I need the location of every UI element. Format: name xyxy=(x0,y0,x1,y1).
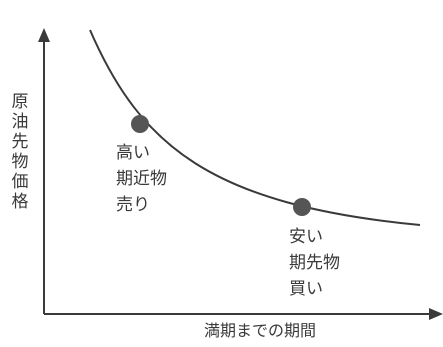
x-axis-arrowhead xyxy=(429,308,443,320)
y-axis-label-char: 油 xyxy=(11,112,29,132)
label-line: 期先物 xyxy=(289,253,340,273)
label-line: 安い xyxy=(289,227,323,247)
label-line: 買い xyxy=(289,279,323,299)
low-deferred-futures-point xyxy=(293,198,311,216)
y-axis-label-char: 格 xyxy=(11,192,29,212)
y-axis-label-char: 価 xyxy=(11,172,29,192)
y-axis xyxy=(38,28,50,314)
y-axis-arrowhead xyxy=(38,28,50,42)
y-axis-label-char: 先 xyxy=(11,132,29,152)
label-line: 期近物 xyxy=(116,169,167,189)
x-axis xyxy=(44,308,443,320)
y-axis-label: 原 油 先 物 価 格 xyxy=(8,92,32,212)
price-curve xyxy=(89,29,421,226)
low-deferred-futures-label: 安い 期先物 買い xyxy=(289,224,340,302)
high-nearby-futures-point xyxy=(131,115,149,133)
label-line: 売り xyxy=(116,195,150,215)
high-nearby-futures-label: 高い 期近物 売り xyxy=(116,140,167,218)
y-axis-label-char: 物 xyxy=(11,152,29,172)
y-axis-label-char: 原 xyxy=(11,92,29,112)
label-line: 高い xyxy=(116,143,150,163)
x-axis-label: 満期までの期間 xyxy=(203,321,316,340)
